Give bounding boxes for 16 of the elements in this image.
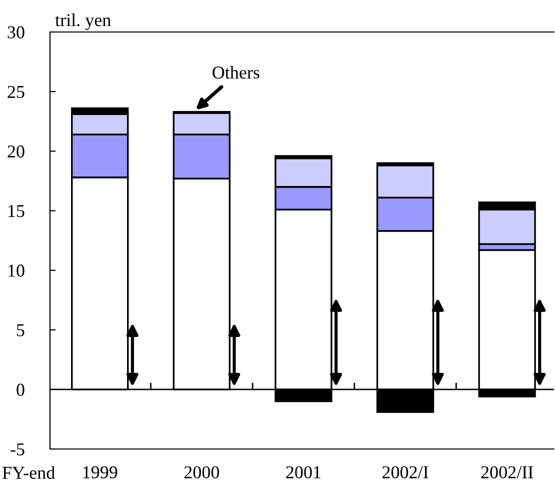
y-tick-label: 5 (17, 324, 24, 336)
y-tick-label: 0 (16, 384, 24, 396)
y-tick-label: 10 (8, 264, 24, 277)
annotation: Others (212, 66, 260, 79)
x-tick-label: 2002/I (382, 466, 428, 478)
y-tick-label: -5 (10, 443, 24, 456)
x-axis-title: FY-end (2, 466, 55, 479)
x-tick-label: 2001 (286, 466, 320, 478)
y-tick-label: 20 (8, 145, 24, 158)
y-tick-label: 25 (8, 86, 24, 98)
x-tick-label: 2002/II (481, 466, 534, 478)
x-tick-label: 2000 (184, 466, 220, 478)
y-tick-label: 15 (8, 205, 24, 218)
x-tick-label: 1999 (83, 466, 118, 478)
y-tick-label: 30 (8, 26, 24, 38)
y-axis-title: tril. yen (55, 13, 111, 30)
